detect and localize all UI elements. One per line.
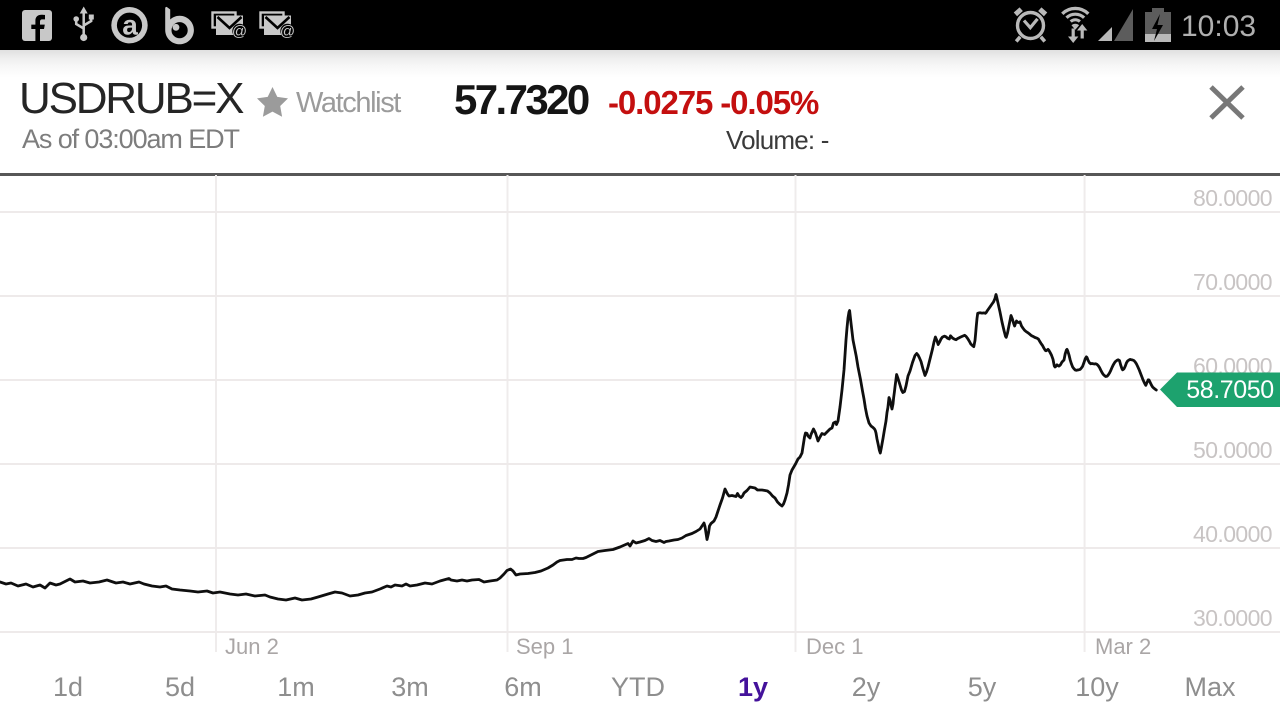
- svg-text:@: @: [232, 23, 247, 40]
- svg-text:Sep 1: Sep 1: [516, 634, 574, 659]
- svg-text:80.0000: 80.0000: [1193, 185, 1272, 211]
- svg-text:@: @: [280, 23, 295, 40]
- svg-text:30.0000: 30.0000: [1193, 605, 1272, 631]
- svg-text:Dec 1: Dec 1: [806, 634, 863, 659]
- svg-text:10:03: 10:03: [1181, 10, 1256, 43]
- svg-text:40.0000: 40.0000: [1193, 521, 1272, 547]
- svg-text:70.0000: 70.0000: [1193, 269, 1272, 295]
- svg-text:a: a: [122, 10, 138, 41]
- svg-text:58.7050: 58.7050: [1186, 376, 1274, 404]
- svg-text:Mar 2: Mar 2: [1095, 634, 1151, 659]
- svg-text:50.0000: 50.0000: [1193, 437, 1272, 463]
- svg-text:Jun 2: Jun 2: [225, 634, 279, 659]
